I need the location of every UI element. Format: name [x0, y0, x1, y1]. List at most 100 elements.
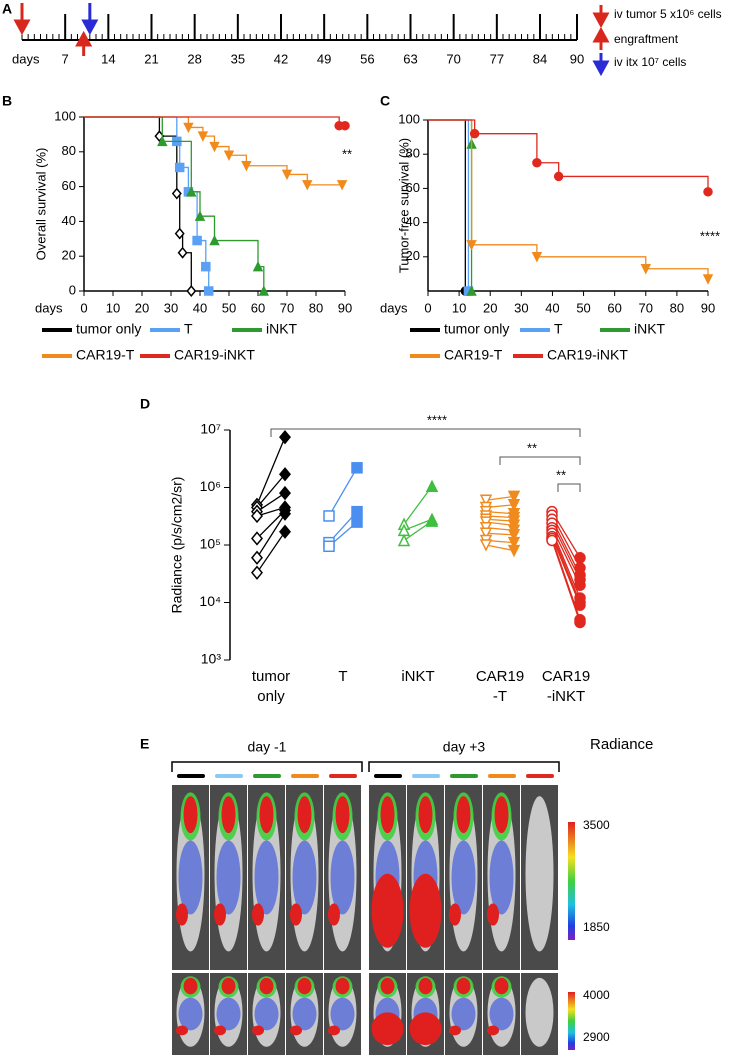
- x-tick-label: iNKT: [401, 668, 434, 685]
- group-bracket: [368, 761, 560, 772]
- y-tick-label: 0: [69, 282, 76, 297]
- signal: [487, 903, 499, 926]
- panel-label: E: [140, 736, 149, 752]
- group-bracket: [171, 761, 363, 772]
- x-tick-label: 14: [101, 51, 115, 66]
- signal: [451, 997, 476, 1031]
- marker: [479, 494, 493, 507]
- step-line: [200, 215, 216, 241]
- group-label: day +3: [443, 739, 486, 755]
- signal: [176, 903, 188, 926]
- signal: [176, 1025, 188, 1036]
- x-tick-label: 40: [193, 300, 207, 315]
- marker: [279, 485, 291, 501]
- x-tick-label: 63: [403, 51, 417, 66]
- x-tick-label: T: [338, 668, 347, 685]
- marker: [197, 131, 209, 142]
- signal: [254, 840, 279, 915]
- arrow: [592, 5, 610, 29]
- signal: [178, 840, 203, 915]
- signal: [335, 796, 350, 834]
- x-axis-label: days: [35, 300, 63, 315]
- y-tick-label: 60: [62, 178, 76, 193]
- marker: [157, 135, 168, 147]
- signal: [252, 1025, 264, 1036]
- step-line: [246, 165, 288, 175]
- y-tick-label: 10⁴: [199, 593, 221, 609]
- x-tick-label: 90: [701, 300, 715, 315]
- marker: [209, 234, 220, 246]
- marker: [425, 479, 439, 493]
- marker: [174, 162, 185, 173]
- group-label: day -1: [248, 739, 287, 755]
- marker: [531, 252, 543, 263]
- marker: [203, 286, 214, 296]
- y-tick-label: 10³: [201, 651, 222, 667]
- signal: [418, 977, 433, 995]
- x-tick-label: 28: [187, 51, 201, 66]
- step-line: [428, 119, 466, 291]
- marker: [351, 462, 363, 474]
- mouse-body: [525, 977, 554, 1047]
- y-tick-label: 80: [62, 143, 76, 158]
- x-tick-label: 0: [80, 300, 87, 315]
- legend-label: CAR19-T: [444, 347, 503, 363]
- signal: [380, 977, 395, 995]
- marker: [186, 186, 197, 197]
- signal: [297, 977, 312, 995]
- signal: [409, 1012, 442, 1046]
- marker: [251, 550, 263, 565]
- x-tick-label: 60: [607, 300, 621, 315]
- x-tick-label: 80: [309, 300, 323, 315]
- arrow: [13, 3, 31, 36]
- marker: [574, 579, 586, 591]
- step-line: [162, 140, 192, 192]
- y-tick-label: 20: [62, 248, 76, 263]
- y-tick-label: 60: [406, 180, 420, 195]
- significance-label: ****: [427, 412, 447, 427]
- legend-label: iNKT: [266, 321, 298, 337]
- x-tick-label: 21: [144, 51, 158, 66]
- marker: [251, 565, 263, 580]
- marker: [640, 264, 651, 275]
- marker: [351, 505, 363, 518]
- x-tick-label: 60: [251, 300, 265, 315]
- step-line: [474, 133, 538, 163]
- signal: [487, 1025, 499, 1036]
- y-tick-label: 100: [398, 111, 420, 126]
- signal: [409, 873, 442, 948]
- x-tick-label: 49: [317, 51, 331, 66]
- marker: [192, 235, 202, 246]
- x-axis-label: days: [380, 300, 408, 315]
- signal: [494, 796, 509, 834]
- step-line: [182, 252, 192, 291]
- step-line: [428, 119, 476, 134]
- signal: [489, 997, 514, 1031]
- signal: [418, 796, 433, 834]
- marker: [351, 516, 363, 528]
- step-line: [84, 116, 340, 126]
- significance-bracket: [270, 428, 581, 437]
- marker: [279, 467, 291, 482]
- signal: [178, 997, 203, 1031]
- signal: [451, 840, 476, 915]
- marker: [507, 490, 521, 504]
- marker: [479, 527, 493, 540]
- marker: [703, 187, 713, 197]
- x-tick-label: only: [257, 688, 285, 705]
- x-tick-label: 0: [424, 300, 431, 315]
- marker: [466, 285, 477, 296]
- panel-label: C: [380, 93, 390, 109]
- x-tick-label: 84: [533, 51, 547, 66]
- legend-label: T: [184, 321, 193, 337]
- legend-label: T: [554, 321, 563, 337]
- marker: [546, 534, 558, 547]
- marker: [323, 540, 335, 553]
- signal: [449, 903, 461, 926]
- x-tick-label: CAR19: [542, 668, 590, 685]
- annotation: ****: [700, 228, 720, 243]
- marker: [702, 274, 714, 285]
- signal: [297, 796, 312, 834]
- x-tick-label: 50: [222, 300, 236, 315]
- y-tick-label: 80: [406, 146, 420, 161]
